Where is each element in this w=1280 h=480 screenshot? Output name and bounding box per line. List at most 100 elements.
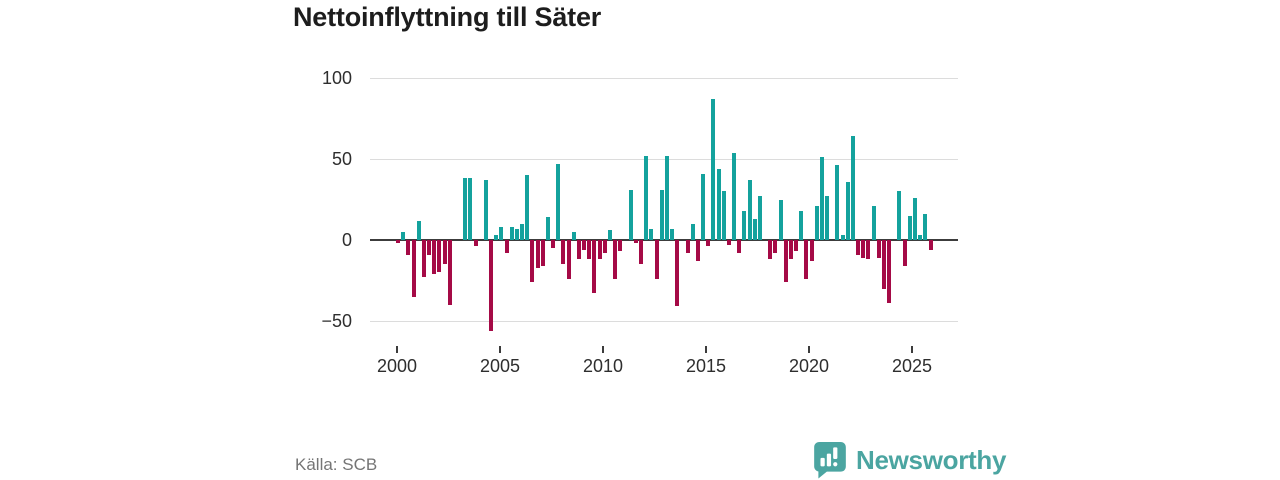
gridline bbox=[370, 159, 958, 160]
newsworthy-wordmark: Newsworthy bbox=[856, 444, 1007, 475]
bar-2002Q2 bbox=[442, 240, 447, 265]
bar-2018Q1 bbox=[768, 240, 773, 260]
bar-2009Q1 bbox=[582, 240, 587, 250]
bar-2001Q3 bbox=[427, 240, 432, 255]
bar-2011Q2 bbox=[628, 189, 633, 240]
bar-2022Q2 bbox=[856, 240, 861, 255]
bar-2015Q1 bbox=[706, 240, 711, 247]
bar-2014Q1 bbox=[685, 240, 690, 253]
x-axis-tick-label: 2010 bbox=[582, 356, 624, 376]
bar-2014Q3 bbox=[695, 240, 700, 262]
bar-2025Q2 bbox=[918, 235, 923, 240]
bar-2003Q4 bbox=[473, 240, 478, 247]
x-axis-tick-mark bbox=[499, 346, 501, 353]
bar-2005Q3 bbox=[509, 227, 514, 240]
bar-2020Q1 bbox=[809, 240, 814, 262]
bar-2017Q3 bbox=[757, 196, 762, 240]
bar-2016Q4 bbox=[742, 210, 747, 240]
x-axis-tick-label: 2000 bbox=[376, 356, 418, 376]
bar-2011Q3 bbox=[633, 240, 638, 244]
bar-2024Q4 bbox=[907, 215, 912, 240]
bar-2006Q1 bbox=[520, 223, 525, 240]
bar-2007Q1 bbox=[540, 240, 545, 266]
bar-2006Q3 bbox=[530, 240, 535, 283]
bar-2024Q2 bbox=[897, 191, 902, 240]
bar-2017Q1 bbox=[747, 180, 752, 240]
bar-2000Q1 bbox=[396, 240, 400, 244]
bar-2009Q4 bbox=[597, 240, 602, 260]
x-axis-tick-label: 2015 bbox=[685, 356, 727, 376]
bar-2020Q4 bbox=[825, 196, 830, 240]
x-axis-tick-mark bbox=[705, 346, 707, 353]
x-axis-tick-mark bbox=[602, 346, 604, 353]
x-axis-tick-mark bbox=[396, 346, 398, 353]
bar-2020Q3 bbox=[819, 157, 824, 240]
bar-2015Q4 bbox=[721, 191, 726, 240]
bar-2010Q2 bbox=[607, 230, 612, 240]
bar-2001Q2 bbox=[421, 240, 426, 278]
bar-2000Q4 bbox=[411, 240, 416, 297]
bar-2016Q3 bbox=[737, 240, 742, 253]
bar-2018Q2 bbox=[773, 240, 778, 253]
bar-2006Q4 bbox=[535, 240, 540, 268]
bar-2013Q3 bbox=[675, 240, 680, 307]
y-axis-tick-label: 50 bbox=[331, 149, 352, 169]
newsworthy-bubble-chart-icon bbox=[813, 441, 847, 479]
y-axis-tick-label: 0 bbox=[341, 230, 352, 250]
bar-2023Q1 bbox=[871, 205, 876, 240]
bar-2018Q4 bbox=[783, 240, 788, 283]
bar-2011Q4 bbox=[638, 240, 643, 265]
bar-2025Q4 bbox=[928, 240, 933, 250]
bar-2007Q3 bbox=[551, 240, 556, 249]
bar-2003Q2 bbox=[463, 178, 468, 240]
bar-2022Q1 bbox=[850, 136, 855, 240]
bar-2021Q4 bbox=[845, 181, 850, 240]
bar-2007Q4 bbox=[556, 163, 561, 240]
bar-2022Q3 bbox=[861, 240, 866, 258]
bar-2000Q3 bbox=[406, 240, 411, 255]
bar-2005Q4 bbox=[514, 228, 519, 240]
bar-2015Q2 bbox=[711, 99, 716, 240]
source-label: Källa: SCB bbox=[295, 455, 378, 474]
bar-2007Q2 bbox=[545, 217, 550, 240]
bar-2004Q4 bbox=[494, 235, 499, 240]
bar-2009Q3 bbox=[592, 240, 597, 294]
bar-2010Q1 bbox=[602, 240, 607, 253]
newsworthy-logo: Newsworthy bbox=[813, 440, 1006, 480]
bar-2009Q2 bbox=[587, 240, 592, 260]
x-axis-tick-label: 2025 bbox=[891, 356, 933, 376]
bar-2008Q1 bbox=[561, 240, 566, 265]
bar-2000Q2 bbox=[401, 231, 406, 240]
bar-2008Q4 bbox=[576, 240, 581, 260]
gridline bbox=[370, 78, 958, 79]
bar-2004Q2 bbox=[483, 180, 488, 240]
bar-2017Q2 bbox=[752, 218, 757, 240]
bar-2010Q4 bbox=[618, 240, 623, 252]
bar-2003Q3 bbox=[468, 178, 473, 240]
bar-2025Q3 bbox=[923, 214, 928, 240]
bar-2013Q1 bbox=[664, 155, 669, 240]
y-axis-tick-label: 100 bbox=[321, 68, 352, 88]
bar-2004Q3 bbox=[489, 240, 494, 331]
bar-2014Q4 bbox=[701, 173, 706, 240]
y-axis-tick-label: −50 bbox=[321, 311, 352, 331]
bar-2014Q2 bbox=[690, 223, 695, 240]
zero-axis-line bbox=[370, 239, 958, 241]
bar-2012Q4 bbox=[659, 189, 664, 240]
bar-2006Q2 bbox=[525, 175, 530, 240]
bar-2002Q3 bbox=[447, 240, 452, 305]
bar-2019Q1 bbox=[788, 240, 793, 260]
x-axis-tick-label: 2005 bbox=[479, 356, 521, 376]
bar-2023Q2 bbox=[876, 240, 881, 258]
bar-2005Q2 bbox=[504, 240, 509, 253]
x-axis-tick-mark bbox=[911, 346, 913, 353]
bar-2020Q2 bbox=[814, 205, 819, 240]
bar-2008Q2 bbox=[566, 240, 571, 279]
bar-2025Q1 bbox=[913, 197, 917, 240]
bar-2024Q3 bbox=[902, 240, 907, 266]
gridline bbox=[370, 321, 958, 322]
bar-2010Q3 bbox=[613, 240, 618, 279]
bar-2012Q2 bbox=[649, 228, 654, 240]
bar-2002Q1 bbox=[437, 240, 442, 273]
